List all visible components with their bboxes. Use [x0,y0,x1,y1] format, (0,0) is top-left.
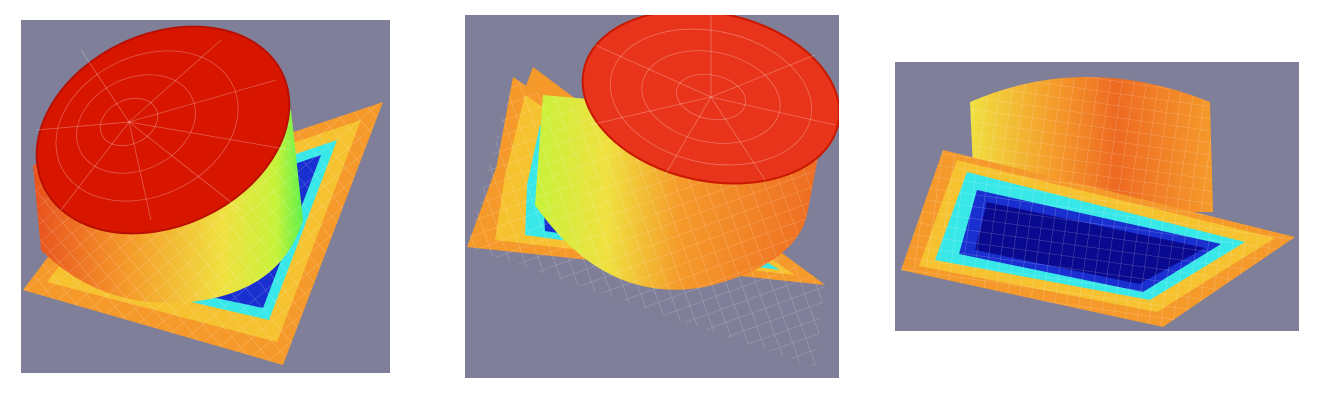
cylinder-top-view-2 [581,15,839,185]
cylinder-top-view-1 [35,25,292,235]
view-3-canvas [901,77,1295,327]
view-2-canvas [467,15,839,367]
plate-view-3 [901,150,1295,327]
render-view-2 [465,15,839,378]
render-view-1 [21,20,390,373]
render-view-3 [895,62,1299,331]
view-1-canvas [23,25,383,365]
